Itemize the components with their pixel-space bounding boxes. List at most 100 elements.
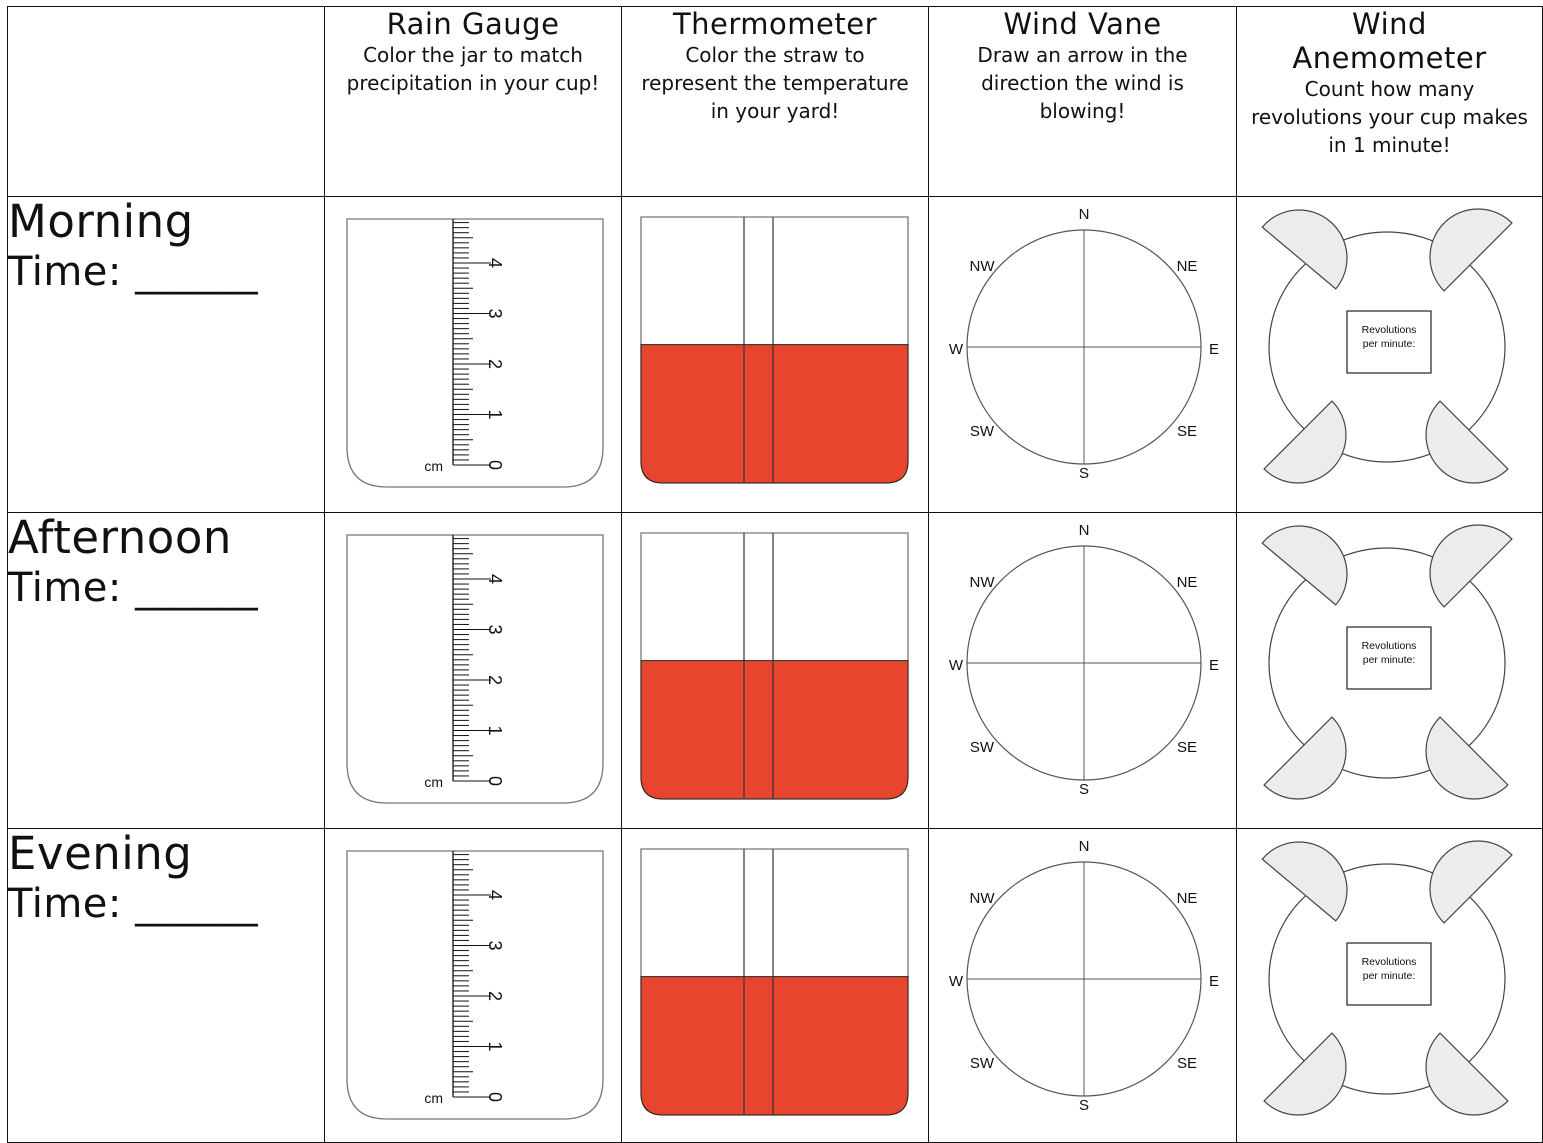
cup-top-right [1429,208,1513,292]
direction-label-ne: NE [1177,258,1198,275]
cup-top-left [1261,841,1348,922]
header-title: Wind Anemometer [1292,7,1487,75]
rain-gauge-jar [346,850,604,1120]
wind-vane-drawing: N NE E SE S SW W NW [949,838,1219,1114]
cup-shape [1429,208,1513,292]
direction-label-nw: NW [970,890,996,907]
unit-label: cm [424,458,443,474]
unit-label: cm [424,774,443,790]
cup-bottom-left [1263,1032,1347,1116]
header-instruction: Count how many revolutions your cup make… [1251,77,1528,157]
ruler-tick-label: 4 [485,890,505,900]
ruler-tick-label: 2 [485,359,505,369]
cup-shape [1263,1032,1347,1116]
rain-gauge-cell[interactable]: 0 1 2 3 4 cm [324,828,622,1143]
cup-shape [1261,209,1348,290]
revolutions-box [1346,626,1432,690]
row-name: Afternoon [8,511,232,564]
direction-label-n: N [1079,206,1090,223]
direction-label-s: S [1079,781,1089,798]
revolutions-label: Revolutions [1362,640,1417,652]
thermometer-drawing [640,848,909,1116]
header-title: Rain Gauge [386,7,560,41]
ruler-tick-label: 2 [485,991,505,1001]
ruler-tick-label: 0 [485,1092,505,1102]
direction-label-ne: NE [1177,890,1198,907]
row-name: Evening [8,827,193,880]
row-label-cell: Afternoon Time: ______ [7,511,325,829]
rain-gauge-cell[interactable]: 0 1 2 3 4 cm [324,512,622,829]
cup-shape [1261,841,1348,922]
direction-label-e: E [1209,973,1219,990]
rain-gauge-drawing: 0 1 2 3 4 cm [346,218,604,488]
rain-gauge-jar [346,534,604,804]
ruler-tick-label: 0 [485,776,505,786]
direction-label-sw: SW [970,739,995,756]
cup-top-left [1261,209,1348,290]
cup-bottom-left [1263,400,1347,484]
cup-shape [1429,524,1513,608]
anemometer-cell[interactable]: Revolutions per minute: [1236,196,1543,513]
time-field[interactable]: Time: ______ [8,881,259,927]
rain-gauge-drawing: 0 1 2 3 4 cm [346,534,604,804]
ruler-tick-label: 4 [485,574,505,584]
direction-label-sw: SW [970,423,995,440]
direction-label-e: E [1209,657,1219,674]
cup-top-right [1429,840,1513,924]
thermometer-cell[interactable] [621,196,929,513]
cup-top-right [1429,524,1513,608]
direction-label-s: S [1079,1097,1089,1114]
ruler-tick-label: 1 [485,409,505,419]
header-row: Rain Gauge Color the jar to match precip… [7,6,1543,197]
header-blank-cell [7,6,325,197]
thermometer-drawing [640,216,909,484]
rain-gauge-cell[interactable]: 0 1 2 3 4 cm [324,196,622,513]
ruler-tick-label: 3 [485,624,505,634]
ruler-tick-label: 1 [485,725,505,735]
time-field[interactable]: Time: ______ [8,565,259,611]
header-wind-vane: Wind Vane Draw an arrow in the direction… [928,6,1237,197]
wind-vane-cell[interactable]: N NE E SE S SW W NW [928,828,1237,1143]
header-instruction: Color the straw to represent the tempera… [641,43,909,123]
cup-shape [1261,525,1348,606]
ruler-tick-label: 4 [485,258,505,268]
header-title: Wind Vane [1003,7,1162,41]
direction-label-n: N [1079,522,1090,539]
ruler-tick-label: 2 [485,675,505,685]
cup-shape [1429,840,1513,924]
cup-shape [1425,1032,1509,1116]
anemometer-drawing: Revolutions per minute: [1261,524,1513,800]
temperature-fill [640,976,909,1116]
wind-vane-cell[interactable]: N NE E SE S SW W NW [928,196,1237,513]
row-evening: Evening Time: ______ 0 1 2 3 4 cm N NE E SE S SW W N… [7,827,1543,1143]
cup-shape [1425,716,1509,800]
header-instruction: Color the jar to match precipitation in … [346,43,600,95]
anemometer-cell[interactable]: Revolutions per minute: [1236,828,1543,1143]
ruler-tick-label: 3 [485,308,505,318]
time-field[interactable]: Time: ______ [8,249,259,295]
thermometer-cell[interactable] [621,512,929,829]
header-anemometer: Wind Anemometer Count how many revolutio… [1236,6,1543,197]
cup-top-left [1261,525,1348,606]
wind-vane-cell[interactable]: N NE E SE S SW W NW [928,512,1237,829]
per-minute-label: per minute: [1363,970,1416,982]
cup-shape [1263,400,1347,484]
revolutions-label: Revolutions [1362,324,1417,336]
ruler-tick-label: 1 [485,1041,505,1051]
unit-label: cm [424,1090,443,1106]
revolutions-label: Revolutions [1362,956,1417,968]
row-name: Morning [8,195,194,248]
direction-label-w: W [949,341,964,358]
weather-worksheet-table: Rain Gauge Color the jar to match precip… [7,6,1543,1143]
thermometer-cell[interactable] [621,828,929,1143]
wind-vane-drawing: N NE E SE S SW W NW [949,206,1219,482]
rain-gauge-jar [346,218,604,488]
revolutions-box [1346,942,1432,1006]
anemometer-cell[interactable]: Revolutions per minute: [1236,512,1543,829]
direction-label-se: SE [1177,423,1197,440]
direction-label-n: N [1079,838,1090,855]
cup-bottom-right [1425,716,1509,800]
row-label-cell: Morning Time: ______ [7,195,325,513]
header-title: Thermometer [672,7,878,41]
row-afternoon: Afternoon Time: ______ 0 1 2 3 4 cm N NE E SE S SW… [7,511,1543,829]
